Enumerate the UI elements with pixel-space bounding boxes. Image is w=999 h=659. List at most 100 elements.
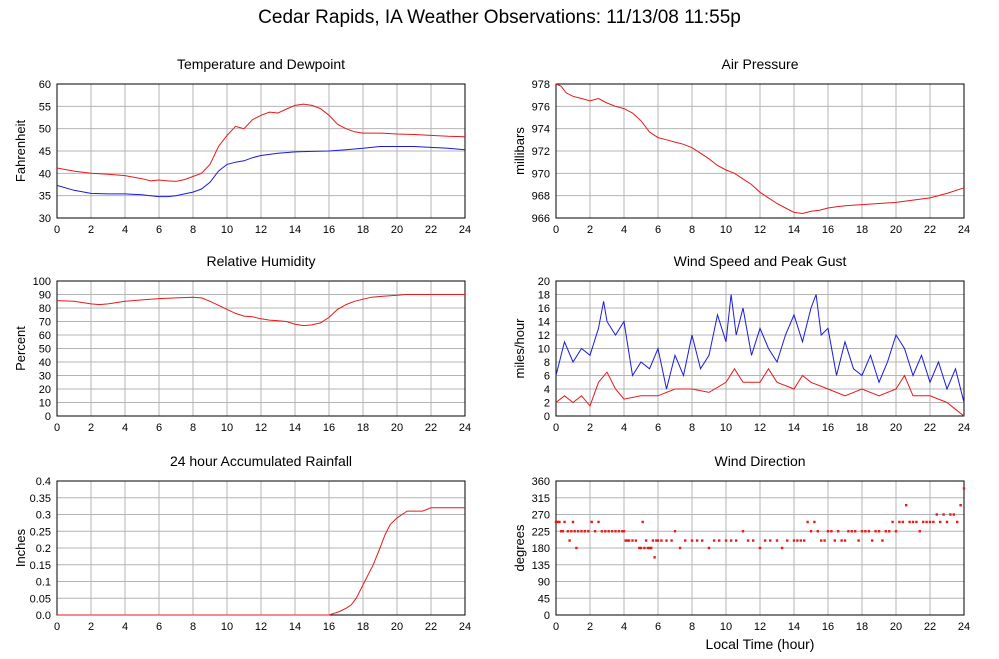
data-point — [877, 530, 881, 533]
x-tick-label: 4 — [122, 422, 128, 434]
plot-frame — [555, 83, 965, 219]
y-tick-label: 0.3 — [36, 510, 51, 522]
y-tick-label: 360 — [532, 476, 550, 488]
data-point — [806, 520, 809, 524]
y-tick-label: 0.05 — [30, 593, 51, 605]
data-point — [673, 530, 677, 533]
data-point — [837, 530, 840, 533]
data-point — [786, 539, 789, 542]
chart-panel-4: 0 2 4 6 8 10 12 14 16 18 20 22 240.00.050.10.150.20.… — [13, 453, 471, 633]
x-tick-label: 10 — [221, 224, 233, 236]
y-tick-label: 20 — [39, 384, 51, 396]
data-point — [799, 539, 802, 542]
x-tick-label: 6 — [156, 621, 162, 633]
y-tick-label: 0.15 — [30, 560, 51, 572]
x-tick-label: 14 — [788, 422, 800, 434]
series-line-0 — [555, 294, 965, 403]
data-point — [816, 530, 819, 533]
data-point — [600, 530, 604, 533]
data-point — [580, 530, 583, 533]
chart-panel-5: 0 2 4 6 8 10 12 14 16 18 20 22 240459013518022527031… — [512, 453, 970, 652]
data-point — [758, 546, 762, 550]
data-point — [660, 539, 663, 542]
x-tick-label: 14 — [289, 224, 301, 236]
chart-title: Wind Direction — [714, 453, 805, 469]
data-point — [956, 520, 959, 524]
plot-frame — [56, 280, 466, 417]
data-point — [651, 539, 655, 542]
y-tick-label: 55 — [39, 101, 51, 113]
chart-title: Air Pressure — [721, 56, 798, 72]
plot-frame — [555, 280, 965, 417]
x-tick-label: 12 — [255, 621, 267, 633]
y-axis-label: millibars — [512, 127, 527, 175]
data-point — [952, 513, 955, 516]
plot-frame — [555, 480, 965, 616]
data-point — [575, 546, 578, 550]
x-tick-label: 12 — [754, 621, 766, 633]
data-point — [874, 530, 877, 533]
series-line-1 — [56, 146, 466, 198]
data-point — [621, 530, 624, 533]
x-tick-label: 24 — [459, 621, 471, 633]
x-tick-label: 10 — [221, 422, 233, 434]
y-tick-label: 0 — [544, 411, 550, 423]
data-point — [830, 530, 833, 533]
y-axis-label: Fahrenheit — [13, 120, 28, 183]
data-point — [894, 530, 898, 533]
x-tick-label: 22 — [425, 422, 437, 434]
x-tick-label: 2 — [88, 621, 94, 633]
x-tick-label: 6 — [156, 224, 162, 236]
x-tick-label: 24 — [958, 422, 970, 434]
data-point — [646, 546, 649, 550]
data-point — [850, 530, 853, 533]
y-tick-label: 70 — [39, 317, 51, 329]
data-point — [780, 546, 784, 550]
x-tick-label: 12 — [255, 224, 267, 236]
x-tick-label: 16 — [822, 422, 834, 434]
y-tick-label: 35 — [39, 191, 51, 203]
y-axis-label: Percent — [13, 326, 28, 371]
x-tick-label: 14 — [788, 621, 800, 633]
y-tick-label: 16 — [538, 303, 550, 315]
x-tick-label: 6 — [156, 422, 162, 434]
y-tick-label: 12 — [538, 330, 550, 342]
data-point — [925, 520, 928, 524]
y-tick-label: 2 — [544, 398, 550, 410]
data-point — [741, 530, 745, 533]
y-tick-label: 0.4 — [36, 476, 51, 488]
y-tick-label: 8 — [544, 357, 550, 369]
data-point — [556, 520, 559, 524]
series-line-1 — [555, 367, 965, 417]
data-point — [622, 530, 626, 533]
x-tick-label: 8 — [190, 422, 196, 434]
data-point — [665, 539, 668, 542]
data-point — [614, 530, 617, 533]
y-tick-label: 4 — [544, 384, 550, 396]
y-tick-label: 60 — [39, 79, 51, 91]
data-point — [644, 539, 648, 542]
data-point — [559, 530, 563, 533]
data-point — [617, 530, 621, 533]
data-point — [959, 503, 962, 507]
chart-panel-0: 0 2 4 6 8 10 12 14 16 18 20 22 2430354045505560Tempe… — [13, 56, 471, 236]
data-point — [928, 520, 932, 524]
data-point — [690, 539, 694, 542]
data-point — [558, 520, 561, 524]
data-point — [607, 530, 610, 533]
data-point — [554, 520, 558, 524]
data-point — [643, 546, 646, 550]
x-tick-label: 0 — [54, 422, 60, 434]
series-line-0 — [56, 103, 466, 182]
x-tick-label: 16 — [822, 621, 834, 633]
data-point — [656, 539, 660, 542]
data-point — [590, 520, 593, 524]
data-point — [918, 530, 921, 533]
data-point — [576, 530, 580, 533]
data-point — [843, 539, 847, 542]
x-tick-label: 2 — [88, 224, 94, 236]
x-tick-label: 16 — [822, 224, 834, 236]
x-tick-label: 24 — [958, 224, 970, 236]
data-point — [939, 520, 942, 524]
y-axis-label: degrees — [512, 524, 527, 571]
